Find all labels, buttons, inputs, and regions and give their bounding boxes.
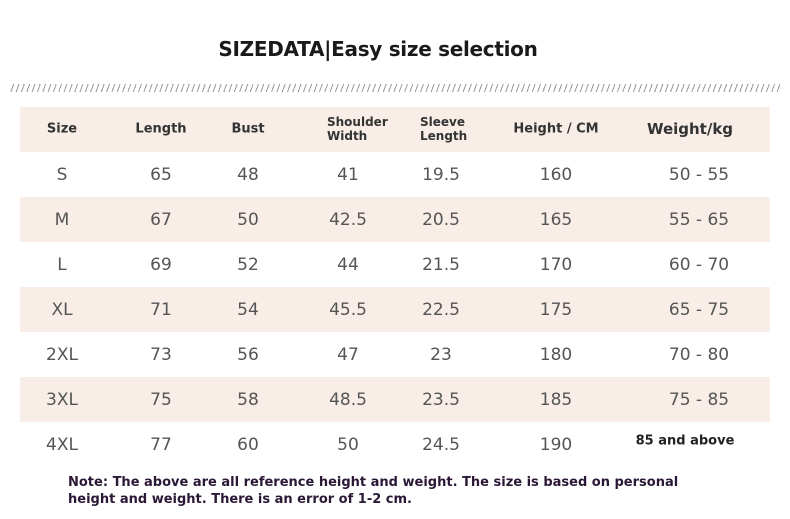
table-cell: 23 (430, 345, 452, 365)
table-cell: 175 (539, 300, 573, 320)
table-cell: 65 - 75 (668, 300, 730, 320)
table-cell: 180 (539, 345, 573, 365)
column-header: Bust (231, 121, 265, 137)
divider (10, 84, 780, 92)
table-cell: 55 - 65 (668, 210, 730, 230)
table-cell: 185 (539, 390, 573, 410)
table-cell: 56 (237, 345, 259, 365)
note: Note: The above are all reference height… (68, 475, 679, 507)
column-header: Size (46, 121, 78, 137)
table-cell: 65 (150, 165, 172, 185)
table-cell: 44 (337, 255, 359, 275)
table-cell: 20.5 (422, 210, 460, 230)
table-cell: 52 (237, 255, 259, 275)
table-cell: 71 (150, 300, 172, 320)
table-cell: 50 (337, 435, 359, 455)
table-cell: 24.5 (422, 435, 460, 455)
table-cell: 54 (237, 300, 259, 320)
table-cell: 2XL (46, 345, 78, 365)
table-cell: 21.5 (422, 255, 460, 275)
table-cell: 73 (150, 345, 172, 365)
table-row: L 69 52 44 21.5 170 60 - 70 (20, 242, 770, 287)
table-row: M 67 50 42.5 20.5 165 55 - 65 (20, 197, 770, 242)
table-cell: 42.5 (329, 210, 367, 230)
column-header: Sleeve Length (420, 115, 468, 143)
table-cell: 190 (539, 435, 573, 455)
table-cell: 41 (337, 165, 359, 185)
table-cell: XL (51, 300, 73, 320)
table-cell: 50 - 55 (668, 165, 730, 185)
table-cell: 45.5 (329, 300, 367, 320)
table-cell: 85 and above (635, 433, 735, 449)
table-cell: 48.5 (329, 390, 367, 410)
column-header: Shoulder Width (327, 115, 388, 143)
table-cell: 50 (237, 210, 259, 230)
column-header: Weight/kg (646, 120, 734, 138)
header-row: Size Length Bust Shoulder Width Sleeve Lengt… (20, 107, 770, 152)
table-cell: 165 (539, 210, 573, 230)
title: SIZEDATA|Easy size selection (218, 37, 538, 61)
column-header: Height / CM (513, 121, 599, 137)
table-row: S 65 48 41 19.5 160 50 - 55 (20, 152, 770, 197)
table-cell: 58 (237, 390, 259, 410)
table-cell: 75 (150, 390, 172, 410)
table-cell: 48 (237, 165, 259, 185)
table-cell: 4XL (46, 435, 78, 455)
table-cell: 3XL (46, 390, 78, 410)
table-cell: 77 (150, 435, 172, 455)
table-row: 2XL 73 56 47 23 180 70 - 80 (20, 332, 770, 377)
table-cell: 60 - 70 (668, 255, 730, 275)
table-cell: 23.5 (422, 390, 460, 410)
table-cell: 70 - 80 (668, 345, 730, 365)
table-cell: 47 (337, 345, 359, 365)
table-cell: M (54, 210, 70, 230)
table-row: 3XL 75 58 48.5 23.5 185 75 - 85 (20, 377, 770, 422)
table-cell: L (57, 255, 67, 275)
table-cell: 69 (150, 255, 172, 275)
table-cell: 170 (539, 255, 573, 275)
table-row: XL 71 54 45.5 22.5 175 65 - 75 (20, 287, 770, 332)
table-cell: 60 (237, 435, 259, 455)
table-cell: S (56, 165, 68, 185)
table-cell: 75 - 85 (668, 390, 730, 410)
column-header: Length (135, 121, 187, 137)
table-cell: 19.5 (422, 165, 460, 185)
table-row: 4XL 77 60 50 24.5 190 85 and above (20, 422, 770, 467)
table-cell: 67 (150, 210, 172, 230)
table-cell: 160 (539, 165, 573, 185)
table-cell: 22.5 (422, 300, 460, 320)
